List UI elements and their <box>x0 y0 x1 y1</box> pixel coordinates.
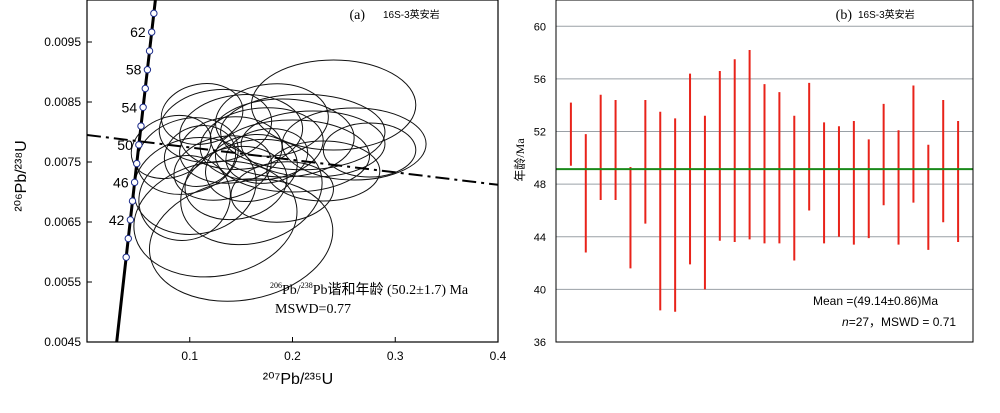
error-ellipse <box>148 178 334 302</box>
mswd-annotation: MSWD=0.77 <box>275 302 351 317</box>
concordia-age-marker <box>133 159 141 168</box>
stats-annotation: n=27，MSWD = 0.71 <box>842 315 956 329</box>
y-tick-label: 36 <box>534 337 546 349</box>
mean-unit: Ma <box>921 294 938 308</box>
y-tick-label: 52 <box>534 127 546 139</box>
x-axis-ticks: 0.1 0.2 0.3 0.4 <box>181 337 507 363</box>
panel-label-a: (a) <box>349 8 365 23</box>
panel-label-b: (b) <box>836 8 853 23</box>
concordia-age-marker <box>126 216 135 224</box>
y-tick-label: 0.0055 <box>44 275 81 289</box>
y-tick-label: 48 <box>534 179 546 191</box>
concordia-curve <box>115 0 158 342</box>
concordia-age-label: 62 <box>130 24 146 40</box>
y-tick-label: 40 <box>534 284 546 296</box>
y-tick-label: 44 <box>534 232 546 244</box>
error-ellipse <box>209 98 355 178</box>
annotation-age-text: Pb谐和年龄 (50.2±1.7) Ma <box>313 282 469 298</box>
y-tick-label: 0.0095 <box>44 35 81 49</box>
mean-label: Mean = <box>813 294 853 308</box>
error-ellipses <box>130 59 427 302</box>
concordia-age-marker <box>137 122 145 130</box>
x-tick-label: 0.2 <box>284 349 301 363</box>
error-ellipse <box>322 122 417 178</box>
mean-age-annotation: Mean =(49.14±0.86)Ma <box>813 294 938 308</box>
mean-value: (49.14±0.86) <box>853 294 921 308</box>
concordia-age-marker <box>135 141 143 149</box>
error-ellipse <box>250 59 417 151</box>
concordia-age-label: 42 <box>109 212 125 228</box>
concordia-age-marker <box>124 234 132 243</box>
sample-label-b: 16S-3英安岩 <box>858 8 915 21</box>
y-axis-label-a: ²⁰⁶Pb/²³⁸U <box>13 140 30 211</box>
y-axis-label-b: 年龄/Ma <box>513 138 527 182</box>
error-ellipse <box>160 83 244 145</box>
error-ellipse <box>220 93 386 171</box>
stat-values: =27，MSWD = 0.71 <box>849 315 957 329</box>
y-tick-label: 60 <box>534 21 546 33</box>
y-tick-label: 0.0045 <box>44 335 81 349</box>
error-ellipse <box>240 110 386 178</box>
age-bars <box>569 49 960 312</box>
x-axis-label-a: ²⁰⁷Pb/²³⁵U <box>263 371 333 388</box>
concordia-age-label: 46 <box>113 174 129 190</box>
discordia-regression-line <box>87 134 498 186</box>
concordia-age-marker <box>145 47 154 55</box>
concordia-age-label: 58 <box>126 62 142 78</box>
concordia-age-marker <box>130 178 139 187</box>
y-tick-label: 0.0075 <box>44 155 81 169</box>
sample-label-a: 16S-3英安岩 <box>383 8 440 21</box>
concordia-age-labels: 42 46 50 54 58 62 <box>109 24 146 228</box>
y-axis-ticks-b: 36 40 44 48 52 56 60 <box>534 21 546 349</box>
concordia-age-marker <box>139 103 147 111</box>
error-ellipse <box>136 117 239 195</box>
error-ellipse <box>179 94 304 170</box>
y-tick-label: 0.0065 <box>44 215 81 229</box>
concordia-age-marker <box>128 197 137 205</box>
plot-frame-b <box>555 0 974 343</box>
x-tick-label: 0.1 <box>181 349 198 363</box>
concordia-age-marker <box>147 28 156 36</box>
annotation-sup-206: 206 <box>270 281 282 290</box>
y-tick-label: 0.0085 <box>44 95 81 109</box>
annotation-pb: Pb/ <box>282 283 301 298</box>
concordia-age-marker <box>150 9 158 18</box>
error-ellipse <box>133 160 298 278</box>
x-tick-label: 0.4 <box>490 349 507 363</box>
error-ellipse <box>281 107 427 181</box>
concordia-age-marker <box>143 66 152 74</box>
annotation-sup-238: 238 <box>301 281 313 290</box>
concordia-age-annotation: 206Pb/238Pb谐和年龄 (50.2±1.7) Ma <box>270 281 469 298</box>
x-tick-label: 0.3 <box>387 349 404 363</box>
concordia-age-label: 50 <box>117 137 133 153</box>
y-tick-label: 56 <box>534 74 546 86</box>
age-bar-panel: 36 40 44 48 52 56 60 (b) 16S-3英安岩 Mean =(49.14… <box>513 0 974 349</box>
error-ellipse <box>138 154 231 242</box>
discordia-line <box>87 134 498 186</box>
error-ellipse <box>205 134 298 202</box>
error-ellipse <box>214 119 371 193</box>
error-ellipse <box>158 88 273 164</box>
concordia-age-label: 54 <box>122 99 138 115</box>
concordia-curve-line <box>115 0 157 342</box>
y-axis-ticks: 0.0045 0.0055 0.0065 0.0075 0.0085 0.0095 <box>44 35 92 349</box>
error-ellipse <box>180 138 323 246</box>
stat-n-label: n <box>842 315 849 329</box>
error-ellipse <box>266 140 381 202</box>
concordia-age-marker <box>141 84 149 93</box>
error-ellipse <box>230 161 334 223</box>
concordia-age-marker <box>122 253 130 261</box>
error-ellipse <box>163 125 237 187</box>
